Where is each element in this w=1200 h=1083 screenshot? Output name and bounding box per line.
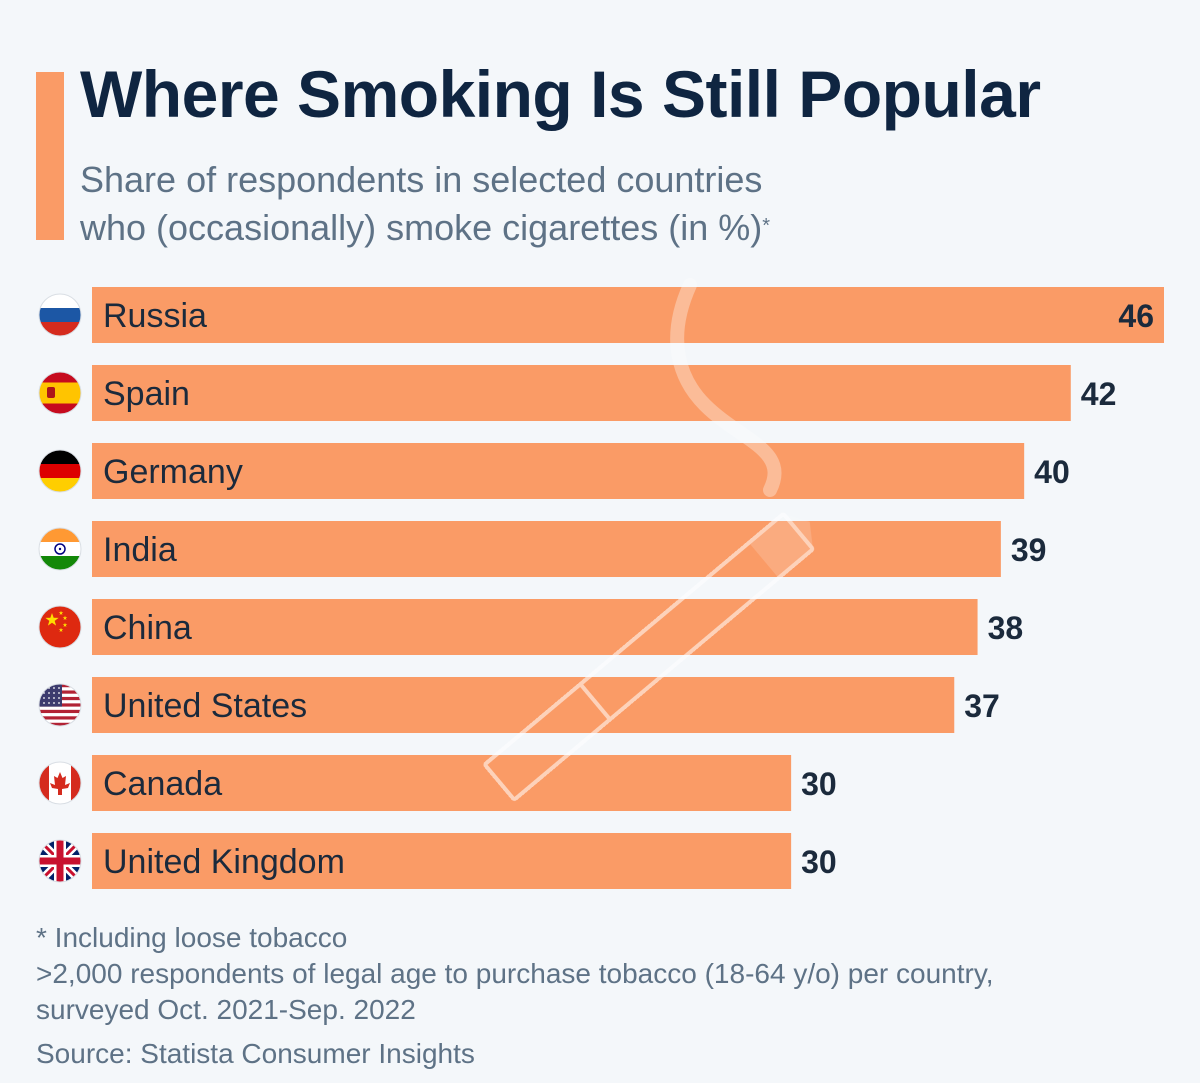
india-flag-icon — [38, 527, 82, 571]
method-note-2: surveyed Oct. 2021-Sep. 2022 — [36, 994, 416, 1025]
category-label: Germany — [103, 453, 243, 491]
footnote: * Including loose tobacco — [36, 922, 348, 953]
spain-flag-icon — [38, 371, 82, 415]
footer: * Including loose tobacco >2,000 respond… — [36, 920, 994, 1072]
subtitle-line-2-text: who (occasionally) smoke cigarettes (in … — [80, 207, 763, 248]
bar-russia — [92, 287, 1164, 343]
category-label: United States — [103, 687, 307, 725]
category-label: Spain — [103, 375, 190, 413]
subtitle-line-1: Share of respondents in selected countri… — [80, 159, 763, 200]
china-flag-icon — [38, 605, 82, 649]
page-title: Where Smoking Is Still Popular — [80, 57, 1041, 131]
bar-chart: Russia 46 Spain 42 Germany 40 India 39 China 38 Un… — [38, 278, 1164, 889]
value-label: 38 — [988, 610, 1024, 646]
uk-flag-icon — [38, 839, 82, 883]
value-label: 39 — [1011, 532, 1047, 568]
bar-spain — [92, 365, 1071, 421]
subtitle: Share of respondents in selected countri… — [80, 156, 770, 252]
category-label: China — [103, 609, 192, 647]
category-label: Russia — [103, 297, 207, 335]
bar-germany — [92, 443, 1025, 499]
method-note-1: >2,000 respondents of legal age to purch… — [36, 958, 994, 989]
accent-bar — [36, 72, 64, 240]
subtitle-footnote-marker: * — [762, 215, 771, 237]
category-label: United Kingdom — [103, 843, 345, 881]
cigarette-illustration — [483, 278, 815, 801]
value-label: 40 — [1034, 454, 1070, 490]
category-label: India — [103, 531, 177, 569]
bar-canada — [92, 755, 792, 811]
bar-india — [92, 521, 1001, 577]
category-label: Canada — [103, 765, 222, 803]
bar-united-kingdom — [92, 833, 792, 889]
value-label: 30 — [801, 844, 837, 880]
bar-united-states — [92, 677, 955, 733]
value-label: 30 — [801, 766, 837, 802]
germany-flag-icon — [38, 449, 82, 493]
russia-flag-icon — [38, 293, 82, 337]
bar-china — [92, 599, 978, 655]
usa-flag-icon — [38, 683, 82, 727]
source-note: Source: Statista Consumer Insights — [36, 1038, 475, 1069]
subtitle-line-2: who (occasionally) smoke cigarettes (in … — [80, 204, 770, 252]
canada-flag-icon — [38, 761, 82, 805]
value-label: 46 — [1118, 298, 1154, 334]
value-label: 42 — [1081, 376, 1117, 412]
value-label: 37 — [964, 688, 1000, 724]
